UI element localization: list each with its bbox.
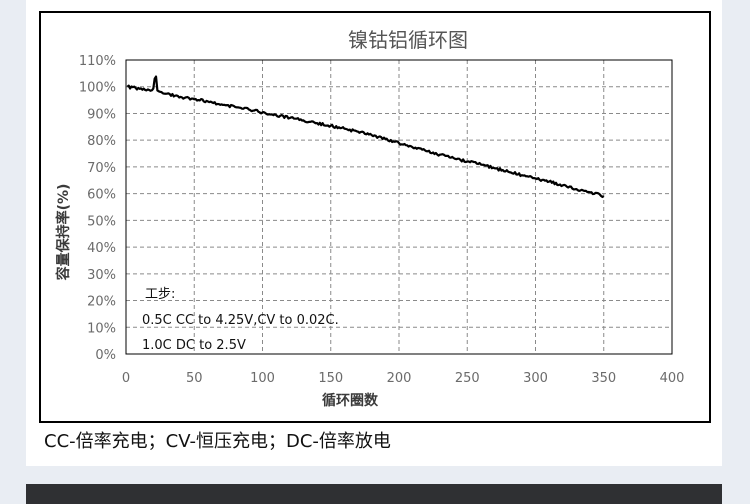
y-tick-label: 80% (87, 134, 116, 149)
series-lines (126, 75, 605, 199)
x-tick-label: 400 (660, 371, 685, 386)
note-line-2: 1.0C DC to 2.5V (142, 338, 246, 353)
y-tick-label: 0% (95, 348, 116, 363)
x-tick-label: 100 (250, 371, 275, 386)
note-title: 工步: (145, 287, 175, 302)
grid-lines (126, 60, 672, 354)
x-tick-label: 300 (523, 371, 548, 386)
y-tick-label: 90% (87, 107, 116, 122)
y-tick-label: 30% (87, 268, 116, 283)
x-tick-label: 200 (387, 371, 412, 386)
chart-title: 镍钴铝循环图 (348, 28, 468, 52)
y-tick-label: 50% (87, 214, 116, 229)
y-tick-labels: 0% 10% 20% 30% 40% 50% 60% 70% 80% 90% 100% 110% (79, 54, 116, 363)
plot-area (125, 59, 673, 355)
x-tick-label: 350 (591, 371, 616, 386)
y-tick-label: 20% (87, 295, 116, 310)
x-tick-labels: 0 50 100 150 200 250 300 350 400 (122, 371, 685, 386)
note-line-1: 0.5C CC to 4.25V,CV to 0.02C. (142, 313, 339, 328)
process-note: 工步: 0.5C CC to 4.25V,CV to 0.02C. 1.0C D… (142, 287, 339, 353)
y-tick-label: 10% (87, 321, 116, 336)
x-tick-label: 50 (186, 371, 203, 386)
x-tick-label: 150 (318, 371, 343, 386)
x-axis-title: 循环圈数 (322, 392, 379, 409)
x-tick-label: 0 (122, 371, 130, 386)
capacity-retention-line (126, 75, 605, 199)
bottom-bar (26, 484, 722, 504)
y-tick-label: 100% (79, 81, 116, 96)
y-axis-title: 容量保持率(%) (55, 184, 72, 282)
y-tick-label: 110% (79, 54, 116, 69)
chart-frame (39, 11, 711, 423)
y-tick-label: 40% (87, 241, 116, 256)
x-tick-label: 250 (455, 371, 480, 386)
caption: CC-倍率充电；CV-恒压充电；DC-倍率放电 (44, 431, 391, 452)
y-tick-label: 70% (87, 161, 116, 176)
y-tick-label: 60% (87, 188, 116, 203)
